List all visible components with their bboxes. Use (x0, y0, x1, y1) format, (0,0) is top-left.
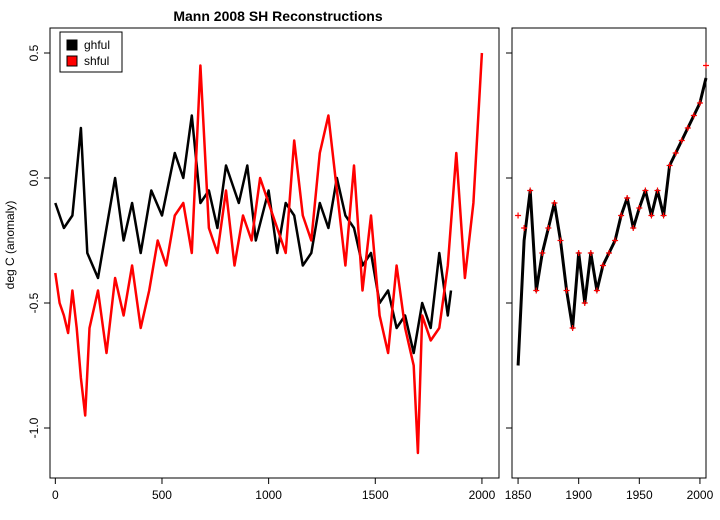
inset-series-shful-point (551, 200, 558, 206)
y-axis-label: deg C (anomaly) (3, 201, 17, 290)
main-x-tick-label: 0 (52, 488, 59, 502)
main-x-tick-label: 1000 (255, 488, 282, 502)
inset-series-shful-point (563, 287, 570, 294)
inset-series-shful-point (690, 112, 697, 119)
inset-series-shful-point (545, 225, 552, 231)
main-y-tick-label: 0.0 (27, 169, 41, 186)
legend-swatch-shful (66, 55, 78, 67)
inset-series-shful-point (581, 300, 588, 306)
inset-series-shful-point (696, 100, 703, 106)
inset-series-shful-point (593, 287, 600, 294)
inset-series-shful-point (521, 225, 528, 231)
legend-label-shful: shful (84, 54, 109, 68)
inset-x-tick-label: 1900 (565, 488, 592, 502)
inset-plot-frame (511, 27, 707, 479)
inset-series-shful-point (654, 187, 661, 194)
inset-series-shful-point (533, 287, 540, 294)
main-series-shful-line (54, 52, 484, 455)
main-panel: 0 500 1000 1500 2000 -1.0 -0.5 0.0 0.5 (27, 27, 500, 502)
inset-series-shful-point (630, 225, 637, 231)
inset-series-shful-point (557, 237, 564, 244)
inset-series-shful-point (642, 187, 649, 194)
inset-series-ghful-line (516, 77, 708, 366)
inset-series-shful-point (515, 212, 522, 219)
inset-series-shful-point (684, 125, 691, 131)
inset-series-shful-point (569, 325, 576, 331)
inset-series-shful-point (648, 212, 655, 219)
inset-x-tick-label: 2000 (687, 488, 714, 502)
inset-series-shful-point (539, 250, 546, 256)
main-y-tick-label: -0.5 (27, 292, 41, 313)
main-x-tick-label: 2000 (469, 488, 496, 502)
main-x-tick-label: 500 (152, 488, 172, 502)
inset-series-shful-point (624, 195, 631, 201)
legend: ghful shful (59, 31, 123, 73)
inset-series-shful-point (612, 237, 619, 244)
inset-series-shful-point (587, 250, 594, 256)
inset-series-shful-point (678, 137, 685, 144)
inset-series-shful-point (666, 162, 673, 169)
inset-x-tick-label: 1850 (505, 488, 532, 502)
main-plot-frame (49, 27, 500, 479)
inset-series-shful-point (575, 250, 582, 256)
inset-panel: 1850 1900 1950 2000 (505, 27, 714, 502)
inset-series-shful-point (606, 250, 612, 256)
legend-swatch-ghful (66, 39, 78, 51)
inset-series-shful-point (660, 212, 667, 219)
inset-series-shful-point (599, 262, 606, 269)
inset-series-shful-point (527, 187, 534, 194)
chart-title: Mann 2008 SH Reconstructions (173, 8, 382, 24)
inset-series-shful-point (636, 205, 643, 211)
inset-series-shful-point (703, 62, 709, 69)
legend-label-ghful: ghful (84, 38, 110, 52)
main-y-tick-label: -1.0 (27, 417, 41, 438)
main-y-tick-label: 0.5 (27, 44, 41, 61)
inset-series-shful-point (672, 150, 679, 156)
inset-series-shful-point (618, 212, 625, 219)
main-x-tick-label: 1500 (362, 488, 389, 502)
inset-x-tick-label: 1950 (626, 488, 653, 502)
